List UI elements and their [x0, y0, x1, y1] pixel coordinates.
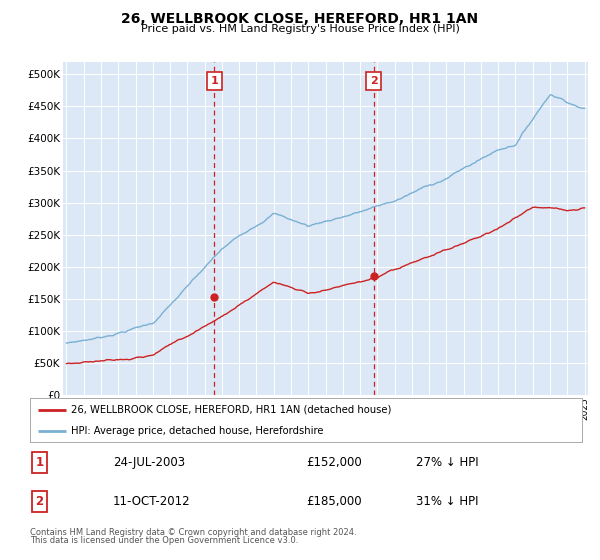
Text: 27% ↓ HPI: 27% ↓ HPI — [416, 456, 479, 469]
Text: This data is licensed under the Open Government Licence v3.0.: This data is licensed under the Open Gov… — [30, 536, 298, 545]
Text: 26, WELLBROOK CLOSE, HEREFORD, HR1 1AN (detached house): 26, WELLBROOK CLOSE, HEREFORD, HR1 1AN (… — [71, 405, 392, 415]
Text: 24-JUL-2003: 24-JUL-2003 — [113, 456, 185, 469]
Point — [369, 272, 379, 281]
Text: 11-OCT-2012: 11-OCT-2012 — [113, 495, 190, 508]
Point — [209, 293, 219, 302]
Text: 26, WELLBROOK CLOSE, HEREFORD, HR1 1AN: 26, WELLBROOK CLOSE, HEREFORD, HR1 1AN — [121, 12, 479, 26]
Text: Contains HM Land Registry data © Crown copyright and database right 2024.: Contains HM Land Registry data © Crown c… — [30, 528, 356, 536]
Text: 1: 1 — [35, 456, 44, 469]
Text: HPI: Average price, detached house, Herefordshire: HPI: Average price, detached house, Here… — [71, 426, 324, 436]
Text: £152,000: £152,000 — [306, 456, 362, 469]
Text: Price paid vs. HM Land Registry's House Price Index (HPI): Price paid vs. HM Land Registry's House … — [140, 24, 460, 34]
Text: 1: 1 — [211, 76, 218, 86]
Text: 2: 2 — [370, 76, 377, 86]
Text: 2: 2 — [35, 495, 44, 508]
Text: 31% ↓ HPI: 31% ↓ HPI — [416, 495, 479, 508]
Text: £185,000: £185,000 — [306, 495, 362, 508]
